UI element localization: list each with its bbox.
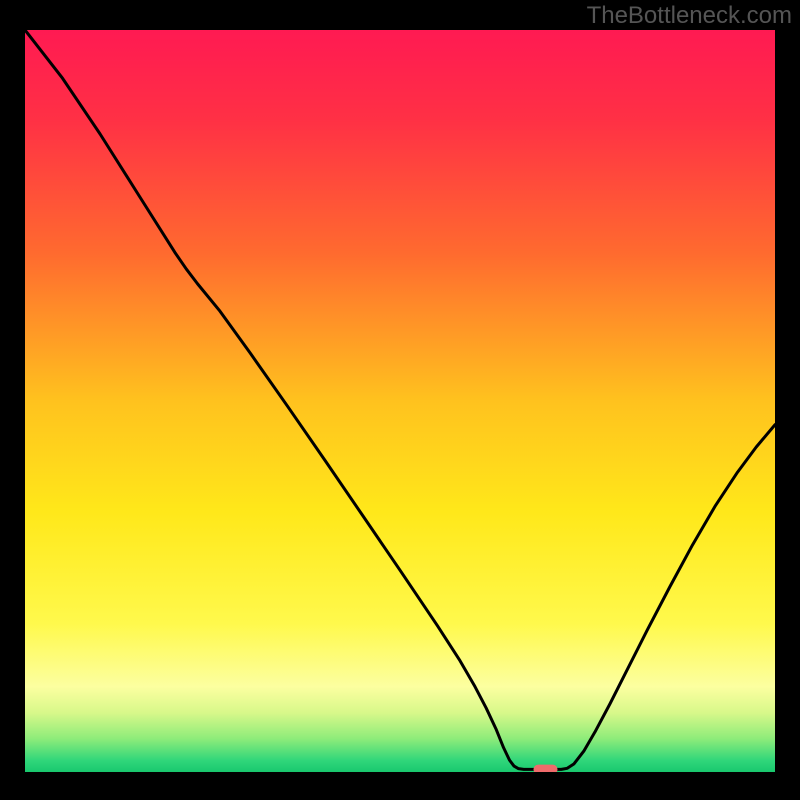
watermark-text: TheBottleneck.com [587,2,792,30]
plot-area [25,30,775,772]
gradient-background [25,30,775,772]
chart-frame: TheBottleneck.com [0,0,800,800]
highlight-marker [534,765,558,772]
chart-svg [25,30,775,772]
